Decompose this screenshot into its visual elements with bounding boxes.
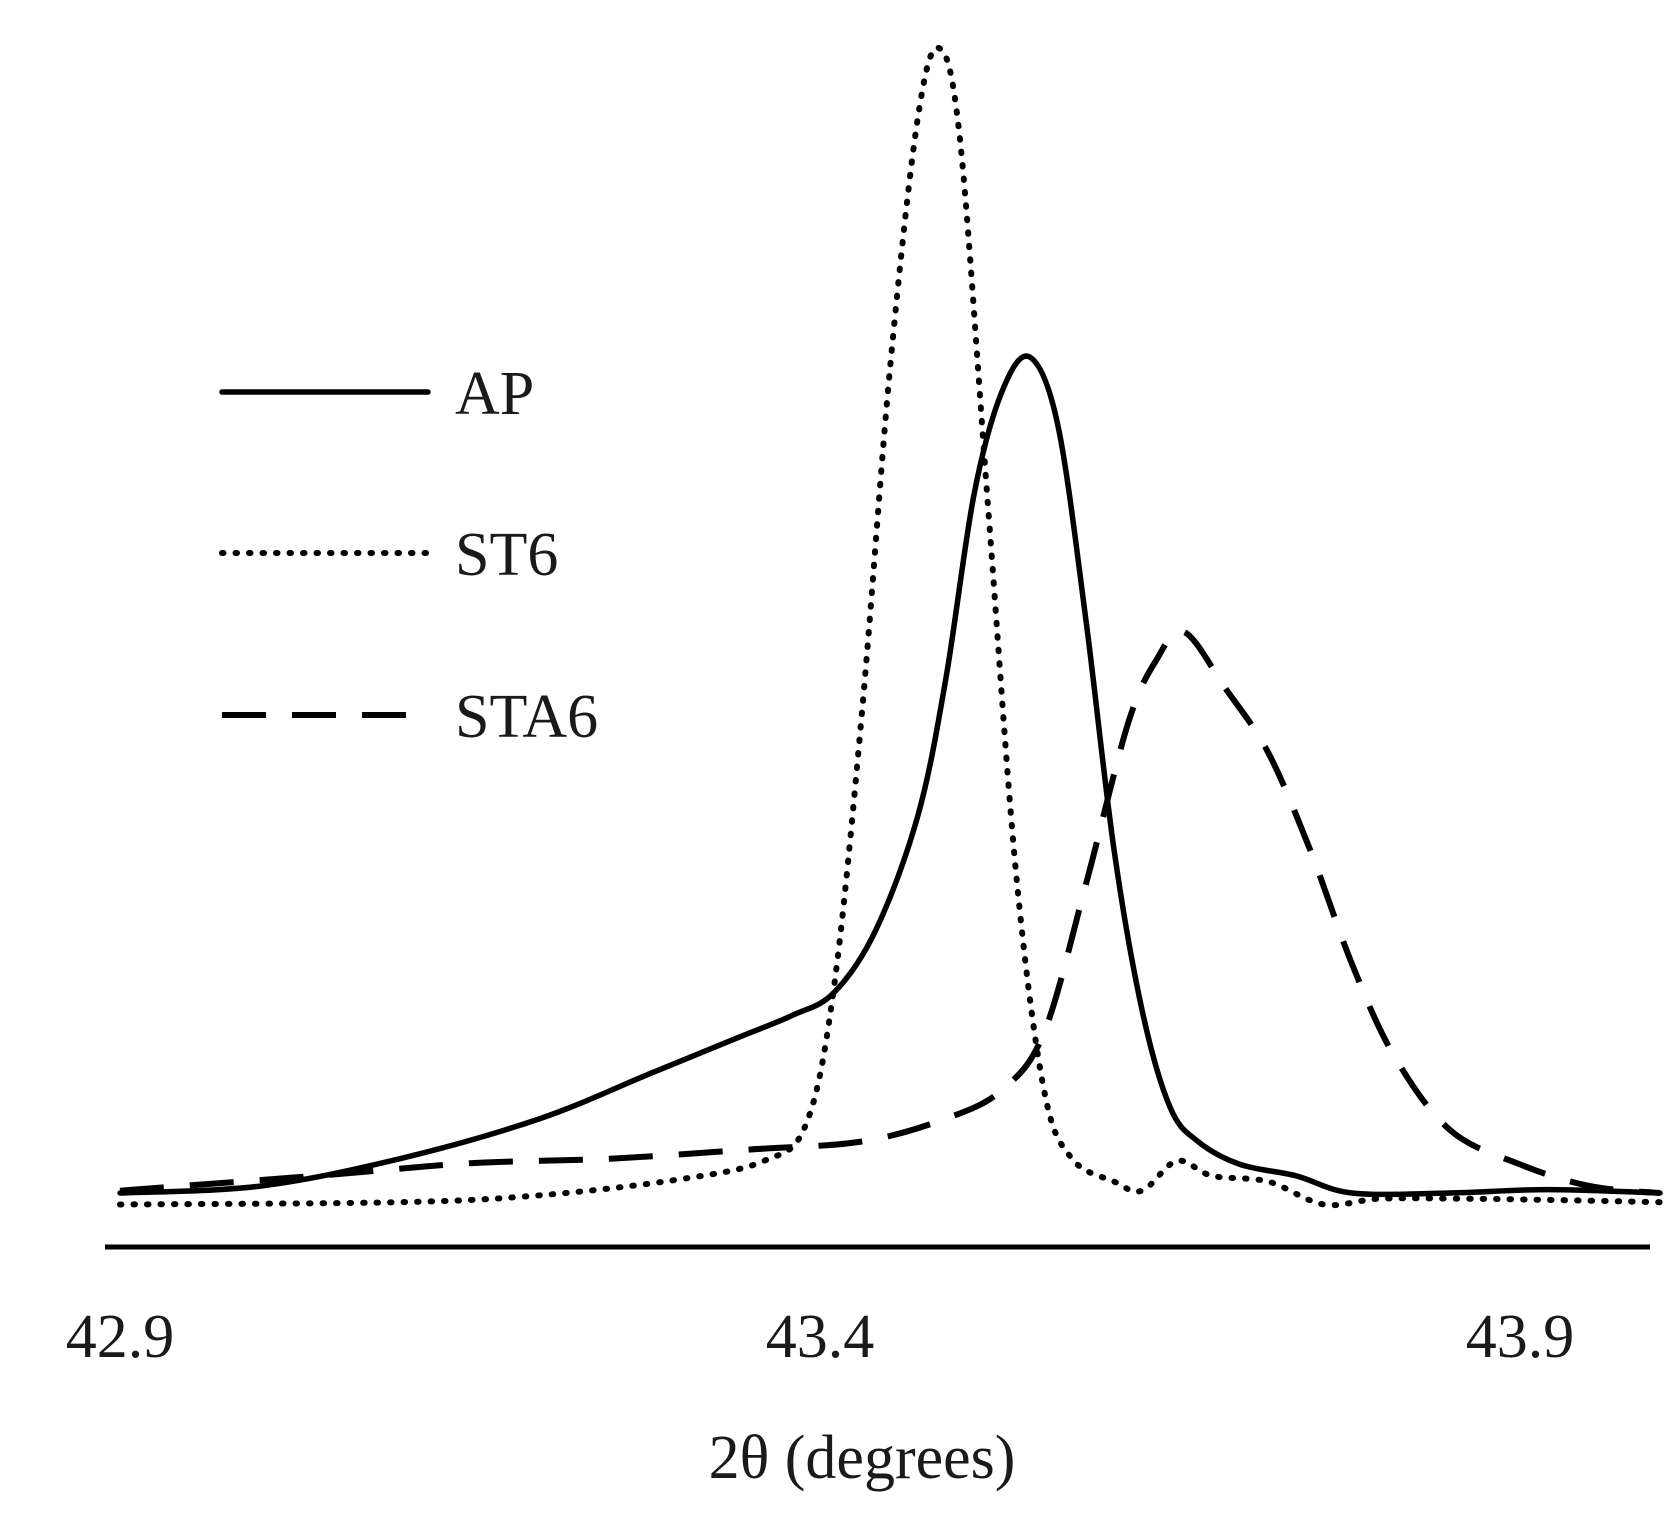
x-tick-label: 43.4	[766, 1303, 875, 1371]
series-layer	[117, 44, 1663, 1209]
legend: AP ST6 STA6	[219, 360, 598, 751]
x-tick-label: 42.9	[66, 1303, 175, 1371]
x-tick-label: 43.9	[1466, 1303, 1575, 1371]
series-line-sta6	[119, 628, 1661, 1196]
series-line-st6	[117, 44, 1663, 1209]
legend-label-sta6: STA6	[455, 683, 598, 751]
x-axis-title: 2θ (degrees)	[709, 1424, 1016, 1492]
series-line-ap	[117, 353, 1663, 1198]
legend-label-ap: AP	[455, 360, 534, 428]
x-tick-labels: 42.9 43.4 43.9	[66, 1303, 1575, 1371]
legend-label-st6: ST6	[455, 521, 558, 589]
